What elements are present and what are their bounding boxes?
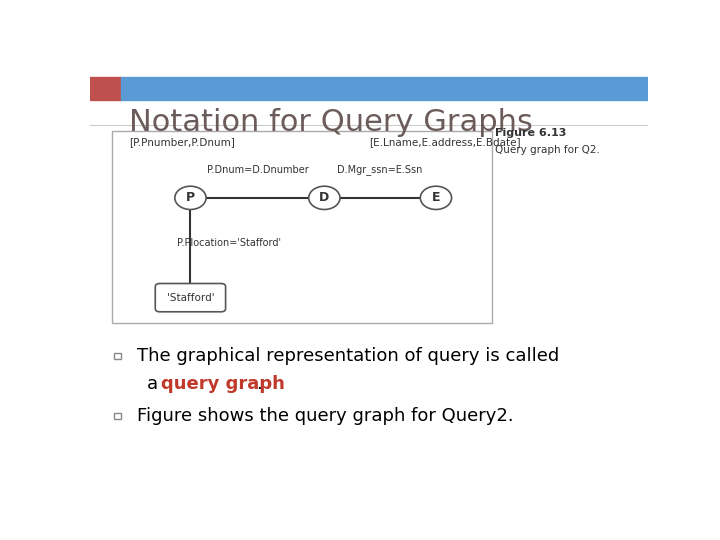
Text: P.Plocation='Stafford': P.Plocation='Stafford' <box>178 238 282 248</box>
Text: query graph: query graph <box>161 375 284 393</box>
Text: Notation for Query Graphs: Notation for Query Graphs <box>129 109 533 138</box>
Text: a: a <box>148 375 164 393</box>
Bar <box>121 77 648 100</box>
Text: E: E <box>432 191 440 204</box>
Text: D.Mgr_ssn=E.Ssn: D.Mgr_ssn=E.Ssn <box>338 164 423 175</box>
Bar <box>90 77 121 100</box>
Text: [E.Lname,E.address,E.Bdate]: [E.Lname,E.address,E.Bdate] <box>369 137 521 147</box>
Circle shape <box>420 186 451 210</box>
Text: The graphical representation of query is called: The graphical representation of query is… <box>138 347 559 365</box>
Text: 'Stafford': 'Stafford' <box>166 293 215 302</box>
Text: [P.Pnumber,P.Dnum]: [P.Pnumber,P.Dnum] <box>129 137 235 147</box>
Text: Query graph for Q2.: Query graph for Q2. <box>495 145 600 155</box>
Circle shape <box>309 186 340 210</box>
FancyBboxPatch shape <box>156 284 225 312</box>
Circle shape <box>175 186 206 210</box>
Text: D: D <box>319 191 330 204</box>
Text: P: P <box>186 191 195 204</box>
FancyBboxPatch shape <box>112 131 492 322</box>
Text: .: . <box>256 375 262 393</box>
Text: Figure 6.13: Figure 6.13 <box>495 129 566 138</box>
FancyBboxPatch shape <box>114 353 121 359</box>
Text: P.Dnum=D.Dnumber: P.Dnum=D.Dnumber <box>207 165 308 175</box>
FancyBboxPatch shape <box>114 414 121 419</box>
Text: Figure shows the query graph for Query2.: Figure shows the query graph for Query2. <box>138 407 514 425</box>
